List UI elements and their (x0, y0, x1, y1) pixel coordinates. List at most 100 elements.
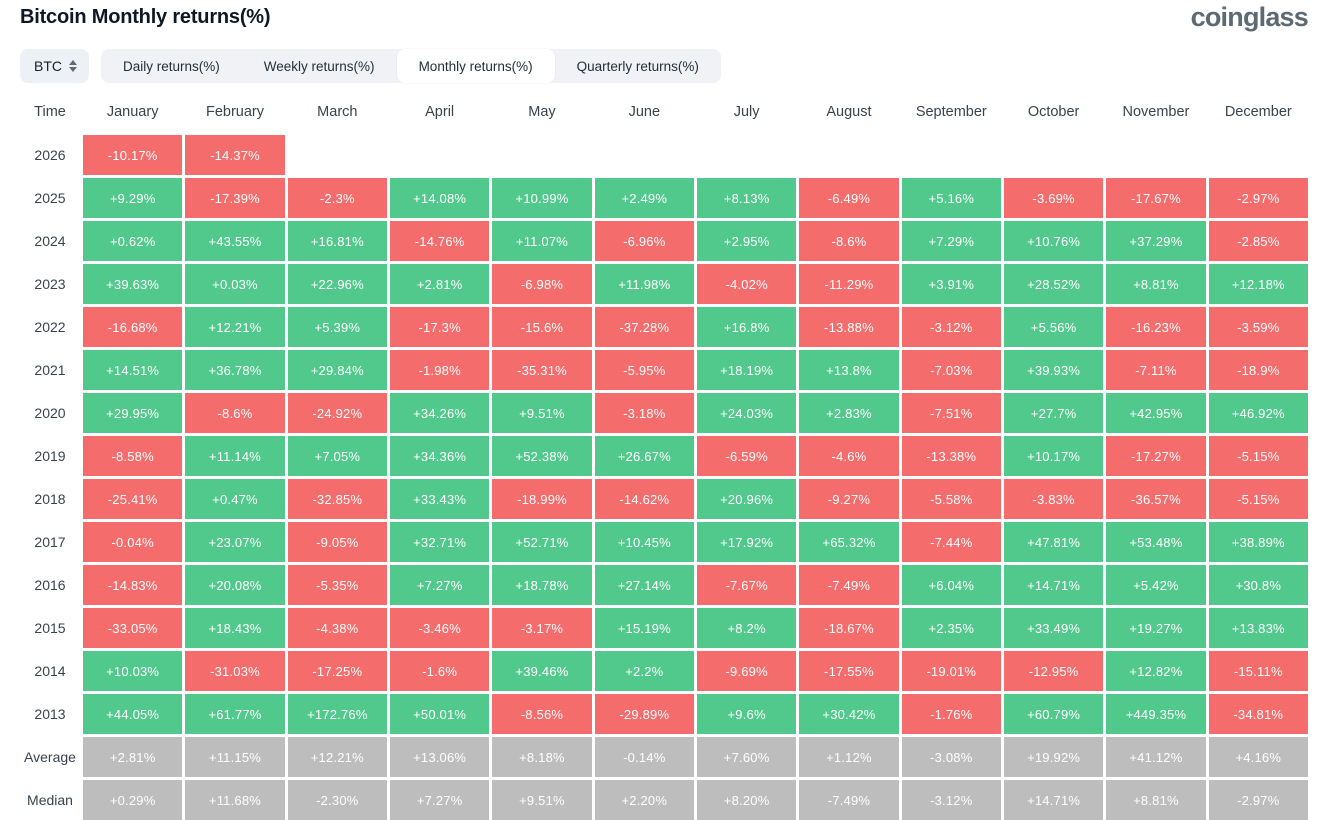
heatmap-cell: +2.83% (799, 393, 899, 433)
row-label: 2022 (34, 319, 66, 335)
heatmap-cell: -3.12% (901, 780, 1001, 820)
column-header-january: January (106, 104, 159, 120)
heatmap-cell: +4.16% (1208, 737, 1308, 777)
column-header-june: June (628, 104, 661, 120)
symbol-select[interactable]: BTC (20, 49, 89, 83)
heatmap-cell: +7.05% (287, 436, 387, 476)
row-label: 2013 (34, 706, 66, 722)
table-header-row: Time January February March April May June July… (20, 95, 1308, 129)
heatmap-cell: +28.52% (1003, 264, 1104, 304)
column-header-july: July (733, 104, 760, 120)
heatmap-cell: +11.98% (594, 264, 694, 304)
coinglass-logo: coinglass (1190, 2, 1309, 32)
table-row-2023: 2023 +39.63% +0.03% +22.96% +2.81% -6.98% +11.… (20, 264, 1308, 304)
table-row-2016: 2016 -14.83% +20.08% -5.35% +7.27% +18.78% +27… (20, 565, 1308, 605)
heatmap-cell: -3.12% (901, 307, 1001, 347)
heatmap-cell: -3.59% (1208, 307, 1308, 347)
heatmap-cell: -17.55% (799, 651, 899, 691)
heatmap-cell (1106, 135, 1205, 175)
heatmap-cell: -29.89% (594, 694, 694, 734)
heatmap-cell: +5.56% (1003, 307, 1104, 347)
column-header-time: Time (34, 104, 66, 120)
heatmap-cell: +3.91% (901, 264, 1001, 304)
heatmap-cell: -3.69% (1003, 178, 1104, 218)
table-row-2013: 2013 +44.05% +61.77% +172.76% +50.01% -8.56% -… (20, 694, 1308, 734)
column-header-february: February (205, 104, 264, 120)
heatmap-cell: +38.89% (1208, 522, 1308, 562)
heatmap-cell: -17.25% (287, 651, 387, 691)
heatmap-cell: -0.14% (594, 737, 694, 777)
heatmap-cell (697, 135, 796, 175)
heatmap-cell: +0.03% (185, 264, 285, 304)
heatmap-cell: +2.81% (389, 264, 490, 304)
heatmap-cell: -16.68% (83, 307, 183, 347)
row-label: 2014 (34, 663, 66, 679)
heatmap-cell: +24.03% (696, 393, 797, 433)
heatmap-cell: +7.27% (389, 565, 490, 605)
heatmap-cell: -2.85% (1208, 221, 1308, 261)
heatmap-cell: +5.42% (1106, 565, 1206, 605)
returns-tabs: Daily returns(%) Weekly returns(%) Monthly… (101, 49, 721, 83)
tab-daily-returns[interactable]: Daily returns(%) (123, 58, 220, 74)
heatmap-cell: -8.58% (83, 436, 183, 476)
heatmap-cell: -5.35% (287, 565, 387, 605)
heatmap-cell: +10.76% (1003, 221, 1104, 261)
heatmap-cell: +2.49% (594, 178, 694, 218)
heatmap-cell: +6.04% (901, 565, 1001, 605)
heatmap-cell: +9.51% (492, 393, 592, 433)
heatmap-cell: -3.17% (492, 608, 592, 648)
tab-quarterly-returns[interactable]: Quarterly returns(%) (576, 58, 699, 74)
heatmap-cell: -4.38% (287, 608, 387, 648)
heatmap-cell: -17.3% (389, 307, 490, 347)
heatmap-cell: -31.03% (185, 651, 285, 691)
heatmap-cell: +11.15% (185, 737, 285, 777)
table-row-2021: 2021 +14.51% +36.78% +29.84% -1.98% -35.31% -5… (20, 350, 1308, 390)
heatmap-cell: -35.31% (492, 350, 592, 390)
tab-monthly-returns[interactable]: Monthly returns(%) (396, 49, 555, 83)
heatmap-cell (390, 135, 489, 175)
heatmap-cell: +27.7% (1003, 393, 1104, 433)
heatmap-cell: +7.27% (389, 780, 490, 820)
heatmap-cell: +18.43% (185, 608, 285, 648)
heatmap-cell: +9.6% (696, 694, 797, 734)
heatmap-cell: +18.78% (492, 565, 592, 605)
heatmap-cell: +19.27% (1106, 608, 1206, 648)
heatmap-cell: +8.18% (492, 737, 592, 777)
row-label: 2024 (34, 233, 66, 249)
heatmap-cell: +22.96% (287, 264, 387, 304)
heatmap-cell: -18.99% (492, 479, 592, 519)
heatmap-cell: +5.39% (287, 307, 387, 347)
heatmap-cell: -14.62% (594, 479, 694, 519)
column-header-october: October (1027, 104, 1080, 120)
sort-arrows-icon (69, 60, 77, 72)
heatmap-cell: +37.29% (1106, 221, 1206, 261)
heatmap-cell: +2.20% (594, 780, 694, 820)
heatmap-cell: +36.78% (185, 350, 285, 390)
heatmap-cell: -37.28% (594, 307, 694, 347)
heatmap-cell: -6.59% (696, 436, 797, 476)
table-row-2015: 2015 -33.05% +18.43% -4.38% -3.46% -3.17% +15.… (20, 608, 1308, 648)
heatmap-cell: +5.16% (901, 178, 1001, 218)
table-row-2020: 2020 +29.95% -8.6% -24.92% +34.26% +9.51% -3.1… (20, 393, 1308, 433)
heatmap-cell: -3.08% (901, 737, 1001, 777)
heatmap-cell: -15.11% (1208, 651, 1308, 691)
row-label: 2023 (34, 276, 66, 292)
heatmap-cell: +12.21% (287, 737, 387, 777)
heatmap-cell: +23.07% (185, 522, 285, 562)
heatmap-cell: +29.84% (287, 350, 387, 390)
row-label: 2021 (34, 362, 66, 378)
heatmap-cell (492, 135, 591, 175)
table-row-2017: 2017 -0.04% +23.07% -9.05% +32.71% +52.71% +10… (20, 522, 1308, 562)
tab-weekly-returns[interactable]: Weekly returns(%) (263, 58, 375, 74)
heatmap-cell: +33.43% (389, 479, 490, 519)
heatmap-cell: -5.95% (594, 350, 694, 390)
heatmap-cell: -6.98% (492, 264, 592, 304)
heatmap-cell: -6.96% (594, 221, 694, 261)
heatmap-cell (288, 135, 387, 175)
heatmap-cell: +172.76% (287, 694, 387, 734)
heatmap-cell: -8.56% (492, 694, 592, 734)
heatmap-cell: -17.67% (1106, 178, 1206, 218)
heatmap-cell: -4.6% (799, 436, 899, 476)
heatmap-cell: -7.44% (901, 522, 1001, 562)
heatmap-cell: -32.85% (287, 479, 387, 519)
